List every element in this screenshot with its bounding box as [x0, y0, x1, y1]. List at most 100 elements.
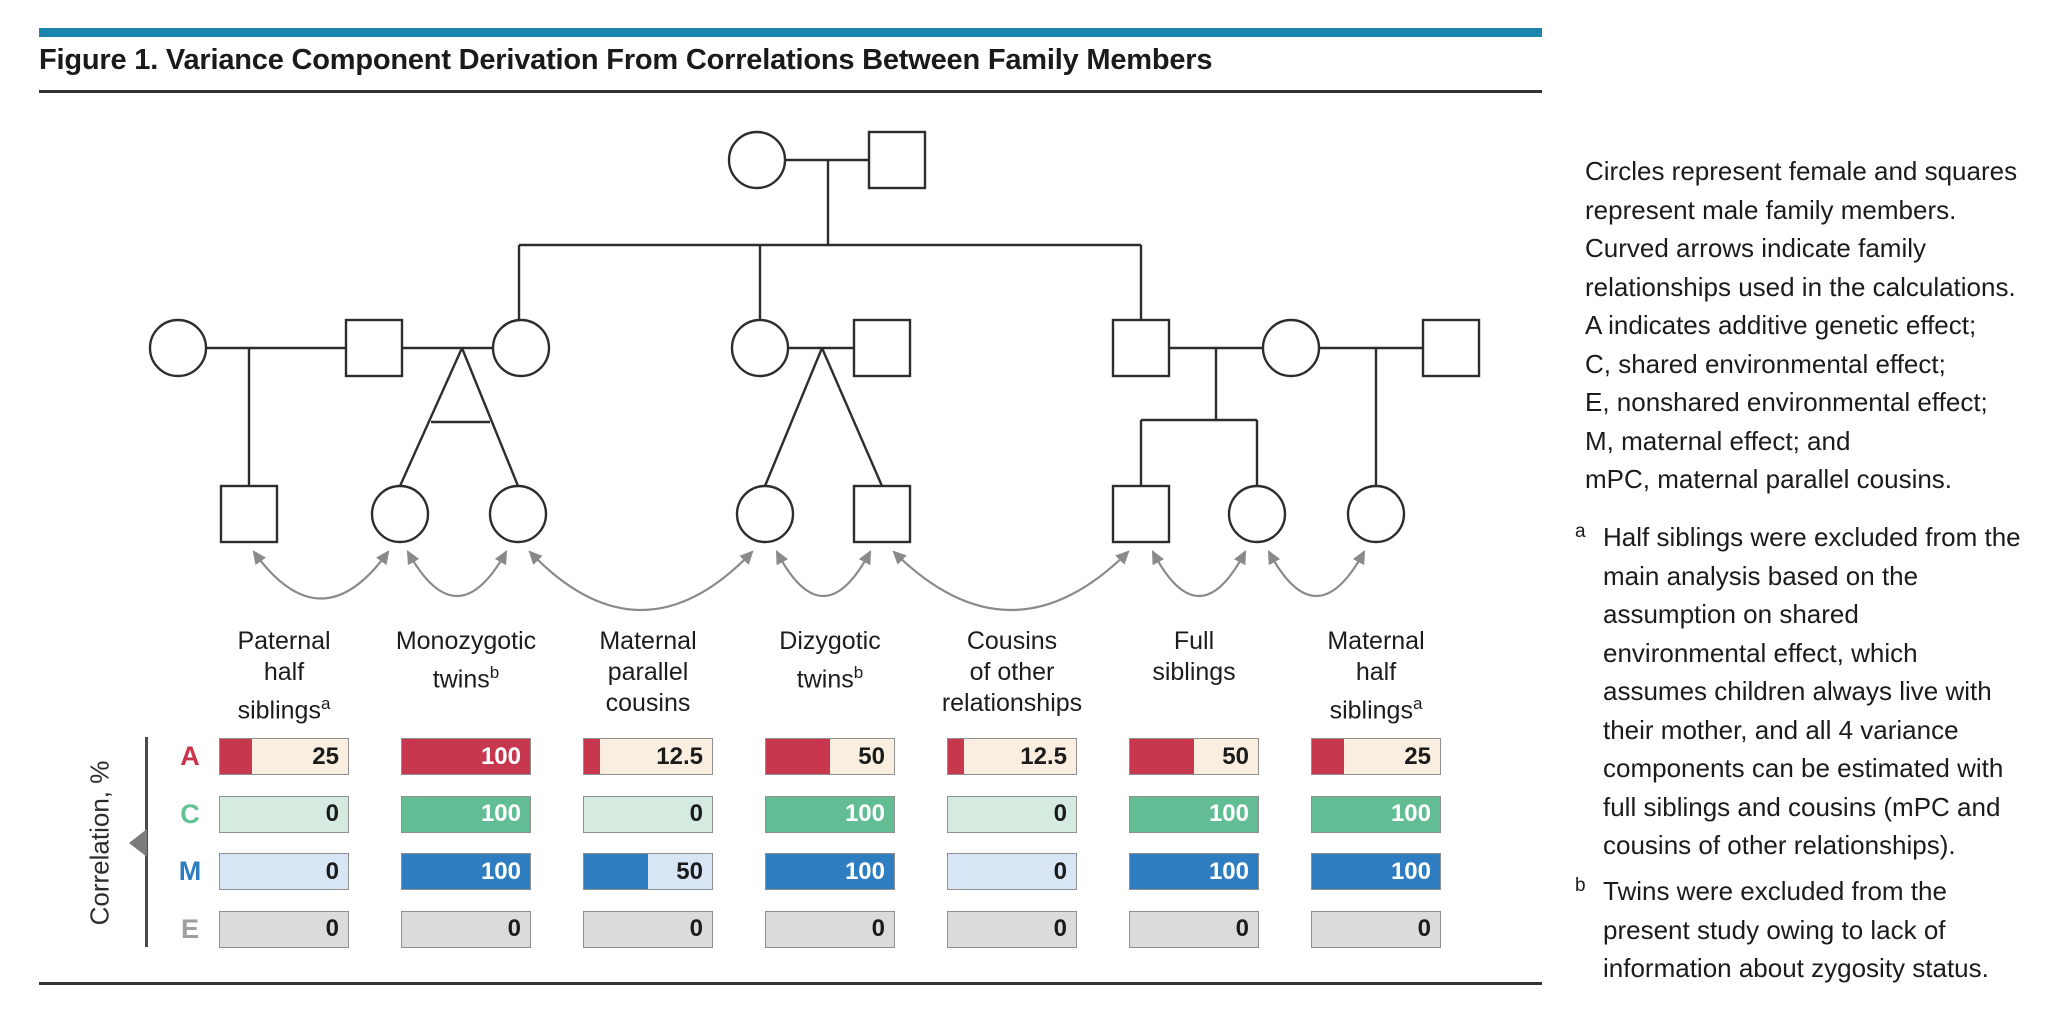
bar-value: 12.5 — [656, 742, 703, 770]
bar-value: 25 — [312, 742, 339, 770]
figure-title: Figure 1. Variance Component Derivation … — [39, 44, 1213, 76]
dz-father-square — [852, 318, 912, 378]
bar-fill — [948, 739, 964, 774]
paternal-half-siblings-arrow — [252, 550, 390, 600]
pedigree-lines — [206, 158, 1423, 487]
footnote-line: environmental effect, which — [1603, 637, 1918, 668]
bar-A-maternal-parallel-cousins: 12.5 — [583, 738, 713, 775]
title-divider — [39, 90, 1542, 93]
bar-fill — [1312, 739, 1344, 774]
bar-value: 100 — [480, 857, 521, 885]
column-header-maternal-half-siblings: Maternal half siblingsa — [1327, 627, 1425, 725]
maternal-parallel-cousins-arrow — [528, 550, 754, 611]
bar-value: 100 — [480, 742, 521, 770]
pedigree-diagram — [148, 130, 1481, 612]
bar-value: 0 — [1053, 800, 1067, 827]
caption-line: M, maternal effect; and — [1585, 425, 1851, 456]
footnote-line: cousins of other relationships). — [1603, 830, 1956, 860]
footnote-line: main analysis based on the — [1603, 560, 1919, 591]
bar-value: 0 — [1235, 915, 1249, 942]
bar-value: 100 — [480, 800, 521, 827]
bar-value: 0 — [325, 800, 339, 827]
correlation-axis-label: Correlation, % — [84, 760, 115, 926]
right-spouse-square — [1421, 318, 1481, 378]
footnote-line: assumes children always live with — [1603, 676, 1992, 706]
row-label-E: E — [180, 913, 199, 944]
bar-C-maternal-parallel-cousins: 0 — [583, 795, 713, 833]
caption-line: represent male family members. — [1585, 194, 1957, 225]
bar-C-paternal-half-siblings: 0 — [219, 795, 349, 833]
bar-E-monozygotic-twins: 0 — [401, 910, 531, 948]
bar-E-maternal-half-siblings: 0 — [1311, 910, 1441, 948]
bar-fill — [1312, 854, 1440, 889]
caption-line: A indicates additive genetic effect; — [1585, 310, 1977, 340]
bar-value: 25 — [1404, 742, 1431, 770]
bar-value: 0 — [325, 857, 339, 885]
footnote-marker-a: a — [1575, 521, 1586, 542]
bar-fill — [766, 796, 894, 832]
bar-C-monozygotic-twins: 100 — [401, 795, 531, 833]
dz-twin-circle — [735, 484, 795, 544]
left-father-square — [344, 318, 404, 378]
monozygotic-twins-arrow — [406, 549, 508, 597]
bar-M-maternal-half-siblings: 100 — [1311, 853, 1441, 890]
grandfather-square — [867, 130, 927, 190]
maternal-half-sibling-circle — [1346, 484, 1406, 544]
dz-twin-line-2 — [820, 347, 884, 487]
full-sibling-square — [1111, 484, 1171, 544]
caption-line: relationships used in the calculations. — [1585, 271, 2016, 302]
column-header-cousins-other-relationships: Cousins of other relationships — [941, 627, 1083, 717]
footnote-marker-b: b — [1575, 875, 1586, 896]
bar-M-maternal-parallel-cousins: 50 — [583, 853, 713, 890]
bar-E-full-siblings: 0 — [1129, 910, 1259, 948]
bar-A-paternal-half-siblings: 25 — [219, 738, 349, 775]
relationship-arrows — [252, 549, 1366, 612]
bar-M-paternal-half-siblings: 0 — [219, 853, 349, 890]
column-header-maternal-parallel-cousins: Maternal parallel cousins — [599, 627, 697, 717]
bar-value: 100 — [1208, 857, 1249, 885]
caption-line: mPC, maternal parallel cousins. — [1585, 464, 1953, 494]
bar-A-full-siblings: 50 — [1129, 738, 1259, 775]
bar-C-full-siblings: 100 — [1129, 795, 1259, 833]
bar-value: 0 — [325, 915, 339, 942]
footnote-line: assumption on shared — [1603, 599, 1859, 629]
bar-M-full-siblings: 100 — [1129, 853, 1259, 890]
footnote-line: full siblings and cousins (mPC and — [1603, 791, 2001, 822]
bar-value: 0 — [507, 915, 521, 942]
bar-fill — [766, 854, 894, 889]
caption-line: C, shared environmental effect; — [1585, 348, 1946, 379]
full-siblings-arrow — [1151, 549, 1247, 597]
bar-value: 100 — [844, 857, 885, 885]
bar-A-cousins-other-relationships: 12.5 — [947, 738, 1077, 775]
dz-mother-circle — [730, 318, 790, 378]
bar-E-paternal-half-siblings: 0 — [219, 910, 349, 948]
column-header-paternal-half-siblings: Paternal half siblingsa — [237, 627, 331, 725]
bar-fill — [220, 739, 252, 774]
bar-fill — [402, 796, 530, 832]
bar-value: 50 — [858, 742, 885, 770]
bar-value: 50 — [1222, 742, 1249, 770]
accent-bar — [39, 28, 1542, 37]
dz-twin-line-1 — [763, 347, 824, 487]
footnote-line: Twins were excluded from the — [1603, 876, 1947, 906]
bar-E-dizygotic-twins: 0 — [765, 910, 895, 948]
mz-twin-line-1 — [398, 347, 464, 487]
bar-value: 0 — [689, 800, 703, 827]
bar-fill — [584, 739, 600, 774]
footnote-a: a Half siblings were excluded from the mai… — [1573, 518, 2048, 865]
bar-C-maternal-half-siblings: 100 — [1311, 795, 1441, 833]
grandmother-circle — [727, 130, 787, 190]
footnote-line: information about zygosity status. — [1603, 953, 1989, 983]
bar-fill — [584, 854, 648, 889]
mz-twin-circle-1 — [370, 484, 430, 544]
bar-A-monozygotic-twins: 100 — [401, 738, 531, 775]
mz-twin-circle-2 — [488, 484, 548, 544]
bar-fill — [402, 739, 530, 774]
bar-value: 0 — [689, 915, 703, 942]
bar-C-dizygotic-twins: 100 — [765, 795, 895, 833]
full-sibling-circle — [1227, 484, 1287, 544]
bar-value: 0 — [871, 915, 885, 942]
mz-mother-circle — [491, 318, 551, 378]
right-father-square — [1111, 318, 1171, 378]
maternal-half-siblings-arrow — [1267, 549, 1366, 597]
